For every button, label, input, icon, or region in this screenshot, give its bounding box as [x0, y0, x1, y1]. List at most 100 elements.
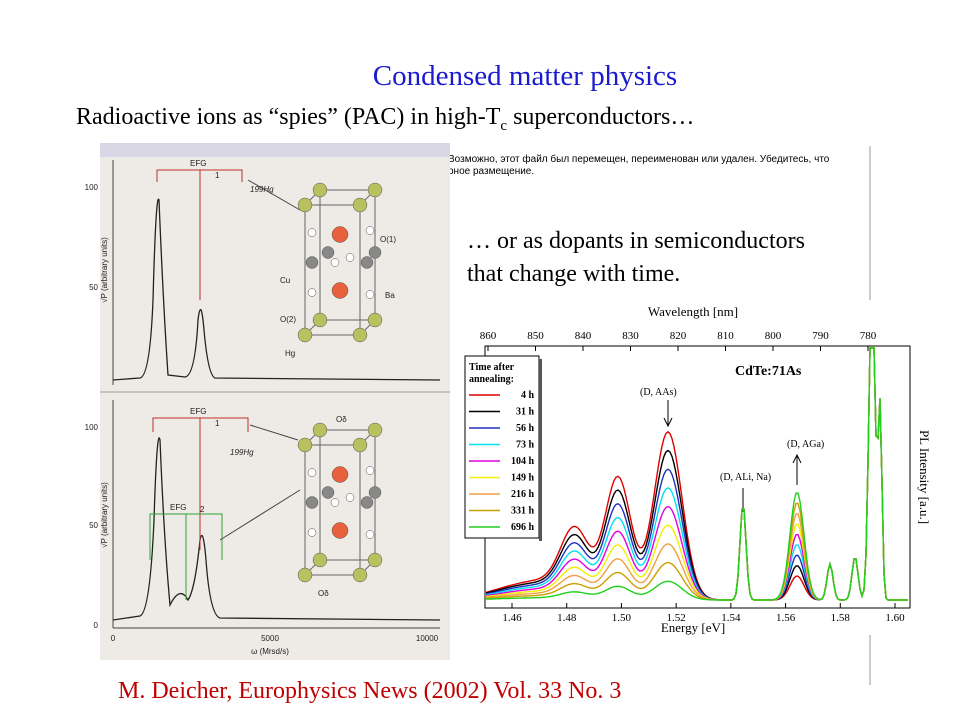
y-tick-label: 50: [89, 521, 98, 530]
subtitle-text: Radioactive ions as “spies” (PAC) in hig…: [76, 104, 501, 130]
atom-label: Oδ: [318, 589, 329, 598]
arrow: [249, 424, 299, 441]
subtitle-tail: superconductors…: [507, 104, 694, 130]
top-tick-label: 800: [765, 330, 782, 342]
atom: [365, 226, 375, 235]
y-tick-label: 100: [85, 423, 99, 432]
pl-curve: [486, 347, 908, 601]
top-tick-label: 860: [480, 330, 497, 342]
atom: [367, 312, 383, 328]
atom: [297, 327, 313, 343]
caption: that change with time.: [467, 261, 680, 287]
x-tick-label: 10000: [416, 634, 439, 643]
atom: [367, 552, 383, 568]
legend-label: 696 h: [511, 522, 535, 533]
atom: [330, 258, 340, 267]
atom: [367, 422, 383, 438]
y-tick-label: 50: [89, 283, 98, 292]
atom: [297, 437, 313, 453]
atom: [352, 437, 368, 453]
legend-label: 331 h: [511, 506, 535, 517]
x-axis-label: Energy [eV]: [661, 620, 725, 635]
atom-label: Cu: [280, 276, 290, 285]
bottom-tick-label: 1.58: [831, 612, 851, 624]
efg-bracket: [149, 513, 223, 600]
atom: [352, 567, 368, 583]
atom: [331, 282, 349, 299]
x-tick-label: 5000: [261, 634, 279, 643]
atom: [312, 182, 328, 198]
atom: [312, 422, 328, 438]
atom: [367, 182, 383, 198]
atom: [365, 290, 375, 299]
atoms: [297, 182, 383, 583]
legend-shadow: [539, 359, 542, 541]
legend-title: Time after: [469, 362, 515, 373]
isotope-label: 199Hg: [230, 448, 254, 457]
atom: [305, 256, 319, 269]
atom: [307, 288, 317, 297]
efg-number: 1: [215, 171, 220, 180]
y-axis-label: √P (arbitrary units): [100, 237, 109, 303]
atom: [312, 312, 328, 328]
peak-label: (D, AGa): [787, 439, 824, 450]
spectrum: [112, 198, 441, 381]
subtitle: Radioactive ions as “spies” (PAC) in hig…: [76, 104, 694, 134]
arrow: [663, 400, 673, 428]
atom: [321, 486, 335, 499]
curves: [485, 347, 908, 601]
atom: [360, 496, 374, 509]
atom: [307, 528, 317, 537]
arrow: [219, 489, 301, 541]
legend-title: annealing:: [469, 374, 514, 385]
spectrum: [112, 437, 441, 621]
legend-label: 4 h: [521, 390, 535, 401]
isotope-label: 199Hg: [250, 185, 274, 194]
peak-label: (D, ALi, Na): [720, 472, 771, 483]
top-tick-label: 840: [575, 330, 592, 342]
efg-bracket: [152, 417, 249, 550]
atom: [297, 567, 313, 583]
legend-label: 216 h: [511, 489, 535, 500]
efg-label: EFG: [190, 159, 206, 168]
top-tick-label: 850: [527, 330, 544, 342]
atom: [352, 197, 368, 213]
legend-label: 56 h: [516, 423, 535, 434]
subtitle-sub: c: [500, 118, 507, 134]
bottom-tick-label: 1.60: [885, 612, 905, 624]
atom: [365, 530, 375, 539]
legend-label: 73 h: [516, 440, 535, 451]
bottom-tick-label: 1.48: [557, 612, 577, 624]
atom: [345, 493, 355, 502]
efg-number: 1: [215, 419, 220, 428]
x-tick-label: 0: [111, 634, 116, 643]
figure-header: [100, 143, 450, 157]
x-axis-label: ω (Mrsd/s): [251, 647, 289, 656]
atom-label: O(2): [280, 315, 296, 324]
top-tick-label: 790: [812, 330, 829, 342]
atom-label: O(1): [380, 235, 396, 244]
caption: … or as dopants in semiconductors: [467, 228, 805, 254]
atom-label: Hg: [285, 349, 295, 358]
atom: [331, 522, 349, 539]
efg-label: EFG: [190, 407, 206, 416]
atom: [312, 552, 328, 568]
atom: [305, 496, 319, 509]
y-tick-label: 100: [85, 183, 99, 192]
citation: M. Deicher, Europhysics News (2002) Vol.…: [118, 678, 621, 704]
arrow: [247, 179, 301, 211]
bottom-tick-label: 1.54: [721, 612, 741, 624]
atom: [368, 246, 382, 259]
atom-label: Oδ: [336, 415, 347, 424]
missing-image-message: Возможно, этот файл был перемещен, переи…: [448, 153, 830, 165]
top-axis-label: Wavelength [nm]: [648, 304, 738, 319]
bottom-tick-label: 1.56: [776, 612, 796, 624]
legend-label: 104 h: [511, 456, 535, 467]
y-tick-label: 0: [94, 621, 99, 630]
efg-bracket: [156, 169, 243, 300]
atom: [307, 228, 317, 237]
atom: [321, 246, 335, 259]
atom: [331, 466, 349, 483]
atom: [330, 498, 340, 507]
